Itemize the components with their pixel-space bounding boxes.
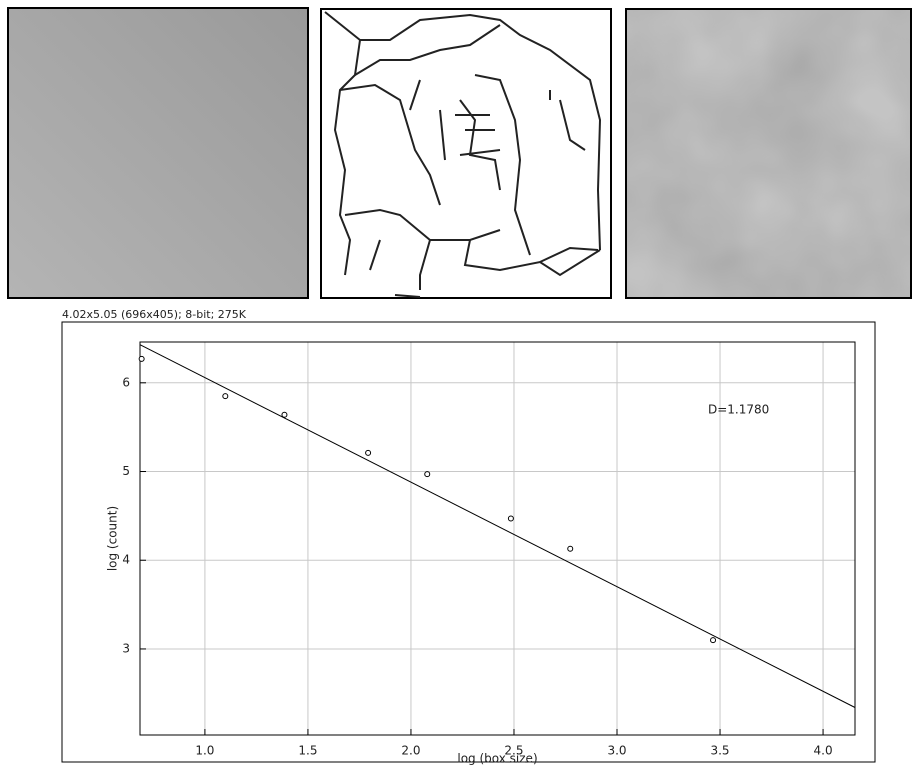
x-axis-label: log (box size)	[457, 752, 537, 766]
x-tick-label: 1.0	[195, 744, 214, 758]
data-point	[424, 471, 431, 478]
x-tick-label: 2.0	[401, 744, 420, 758]
y-tick-label: 6	[122, 375, 130, 389]
x-tick-label: 4.0	[814, 744, 833, 758]
data-point	[507, 515, 514, 522]
y-axis-label: log (count)	[106, 506, 120, 571]
data-point	[365, 449, 372, 456]
x-tick-label: 2.5	[504, 744, 523, 758]
x-tick-label: 1.5	[298, 744, 317, 758]
annotation: D=1.1780	[708, 403, 769, 417]
image-panel[interactable]	[7, 7, 309, 299]
plot-area	[139, 341, 856, 736]
fit-line	[139, 344, 856, 708]
data-point	[567, 545, 574, 552]
data-point	[138, 355, 145, 362]
status-text: 4.02x5.05 (696x405); 8-bit; 275K	[62, 308, 247, 321]
data-point	[222, 393, 229, 400]
data-point	[281, 411, 288, 418]
y-tick-label: 3	[122, 641, 130, 655]
y-tick-label: 4	[122, 553, 130, 567]
x-tick-label: 3.5	[710, 744, 729, 758]
texture-panel[interactable]	[625, 8, 912, 299]
skeleton-panel[interactable]	[320, 8, 612, 299]
x-tick-label: 3.0	[607, 744, 626, 758]
plot-frame	[61, 321, 876, 763]
y-tick-label: 5	[122, 464, 130, 478]
data-point	[710, 637, 717, 644]
